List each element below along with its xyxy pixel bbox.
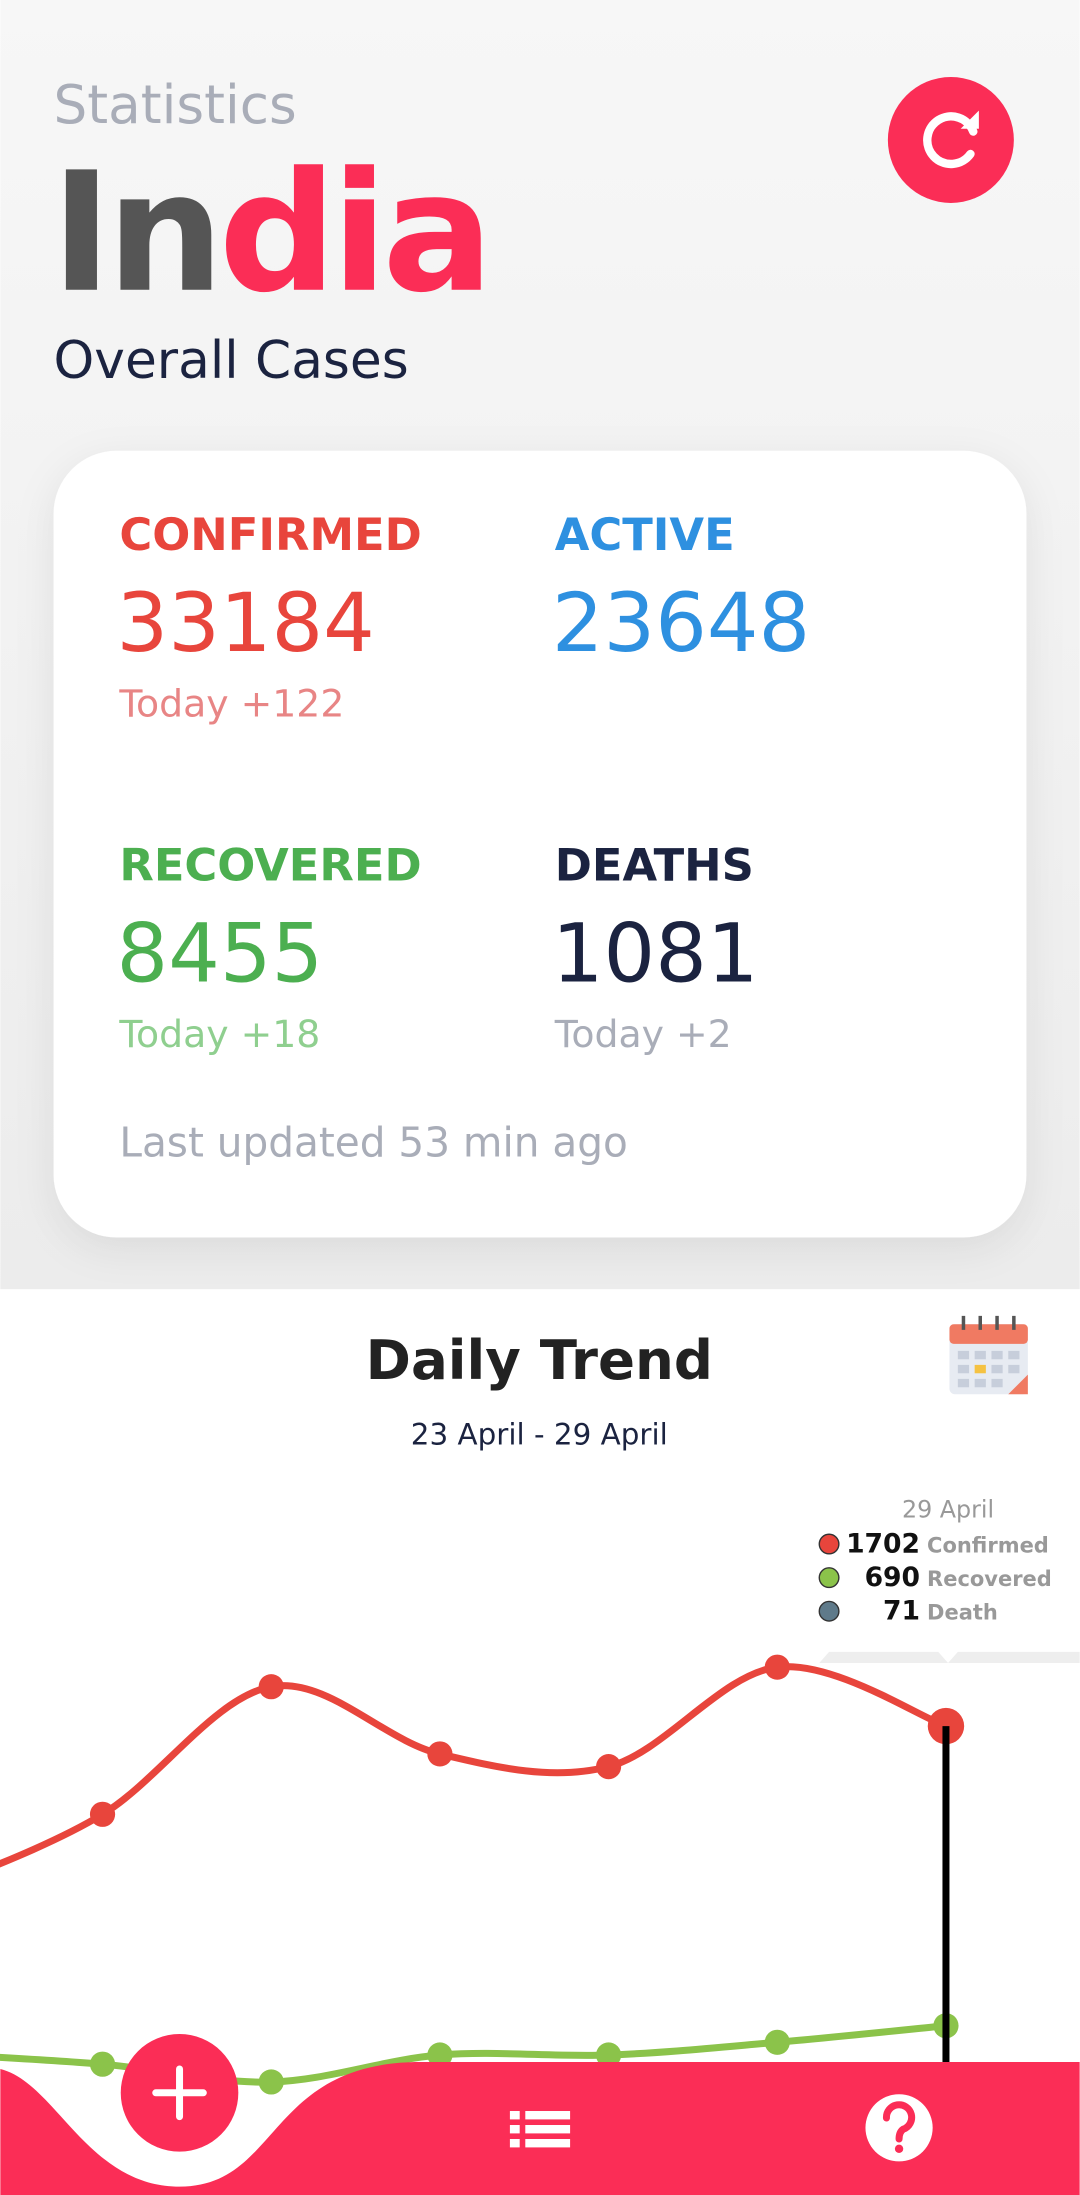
tooltip-pointer (819, 1651, 1080, 1664)
stat-label: ACTIVE (555, 508, 735, 561)
title-part: dia (219, 137, 489, 329)
calendar-grid (957, 1350, 1020, 1388)
refresh-button[interactable] (887, 76, 1014, 203)
tooltip-value: 690 (865, 1562, 920, 1593)
calendar-corner (1008, 1374, 1028, 1395)
tooltip-label: Confirmed (927, 1533, 1049, 1557)
list-dot (509, 2139, 520, 2148)
trend-point (258, 2069, 284, 2095)
stat-today: Today +122 (118, 682, 344, 726)
tooltip-dot (818, 1533, 840, 1555)
trend-title: Daily Trend (366, 1328, 713, 1392)
title-part: In (51, 137, 219, 329)
trend-point (595, 2042, 622, 2068)
help-dot (894, 2144, 904, 2154)
stat-value: 23648 (552, 577, 810, 671)
trend-point (258, 1674, 284, 1700)
subtitle: Statistics (54, 74, 297, 136)
stat-label: DEATHS (555, 839, 754, 892)
calendar-rings (961, 1315, 1016, 1330)
stat-today: Today +2 (554, 1012, 732, 1056)
tooltip-label: Death (927, 1601, 998, 1625)
help-icon (882, 2101, 916, 2143)
tooltip-value: 1702 (846, 1528, 920, 1559)
tooltip-label: Recovered (927, 1567, 1052, 1591)
add-icon (152, 2065, 207, 2121)
list-dot (509, 2125, 520, 2134)
tooltip-date: 29 April (902, 1495, 994, 1523)
stats-card (53, 450, 1027, 1238)
stat-value: 1081 (552, 907, 759, 1001)
list-line (525, 2111, 571, 2120)
list-button[interactable] (509, 2111, 571, 2148)
list-line (525, 2125, 571, 2134)
calendar-top (949, 1324, 1028, 1344)
stat-label: CONFIRMED (119, 508, 421, 561)
add-button[interactable] (120, 2034, 239, 2152)
stat-label: RECOVERED (119, 839, 421, 892)
trend-point (89, 1801, 116, 1827)
country-title: India (51, 137, 488, 329)
heading: Overall Cases (54, 331, 409, 391)
refresh-circle (887, 76, 1014, 203)
refresh-arrow (960, 110, 979, 129)
help-button[interactable] (865, 2094, 933, 2162)
trend-point (595, 1754, 622, 1780)
trend-point (89, 2051, 116, 2077)
trend-point (427, 1741, 453, 1767)
trend-point (764, 1654, 790, 1680)
calendar-button[interactable] (949, 1315, 1028, 1395)
trend-point (764, 2029, 790, 2055)
list-line (525, 2139, 571, 2148)
trend-point (427, 2042, 453, 2068)
last-updated: Last updated 53 min ago (119, 1118, 627, 1166)
stat-today: Today +18 (118, 1012, 320, 1056)
help-circle (865, 2094, 933, 2162)
list-dot (509, 2111, 520, 2120)
stat-value: 8455 (117, 907, 324, 1001)
tooltip-dot (818, 1600, 840, 1622)
refresh-icon (923, 112, 978, 169)
tooltip-dot (818, 1567, 840, 1589)
stat-value: 33184 (117, 577, 375, 671)
trend-range: 23 April - 29 April (411, 1418, 668, 1452)
tooltip-value: 71 (883, 1596, 920, 1627)
